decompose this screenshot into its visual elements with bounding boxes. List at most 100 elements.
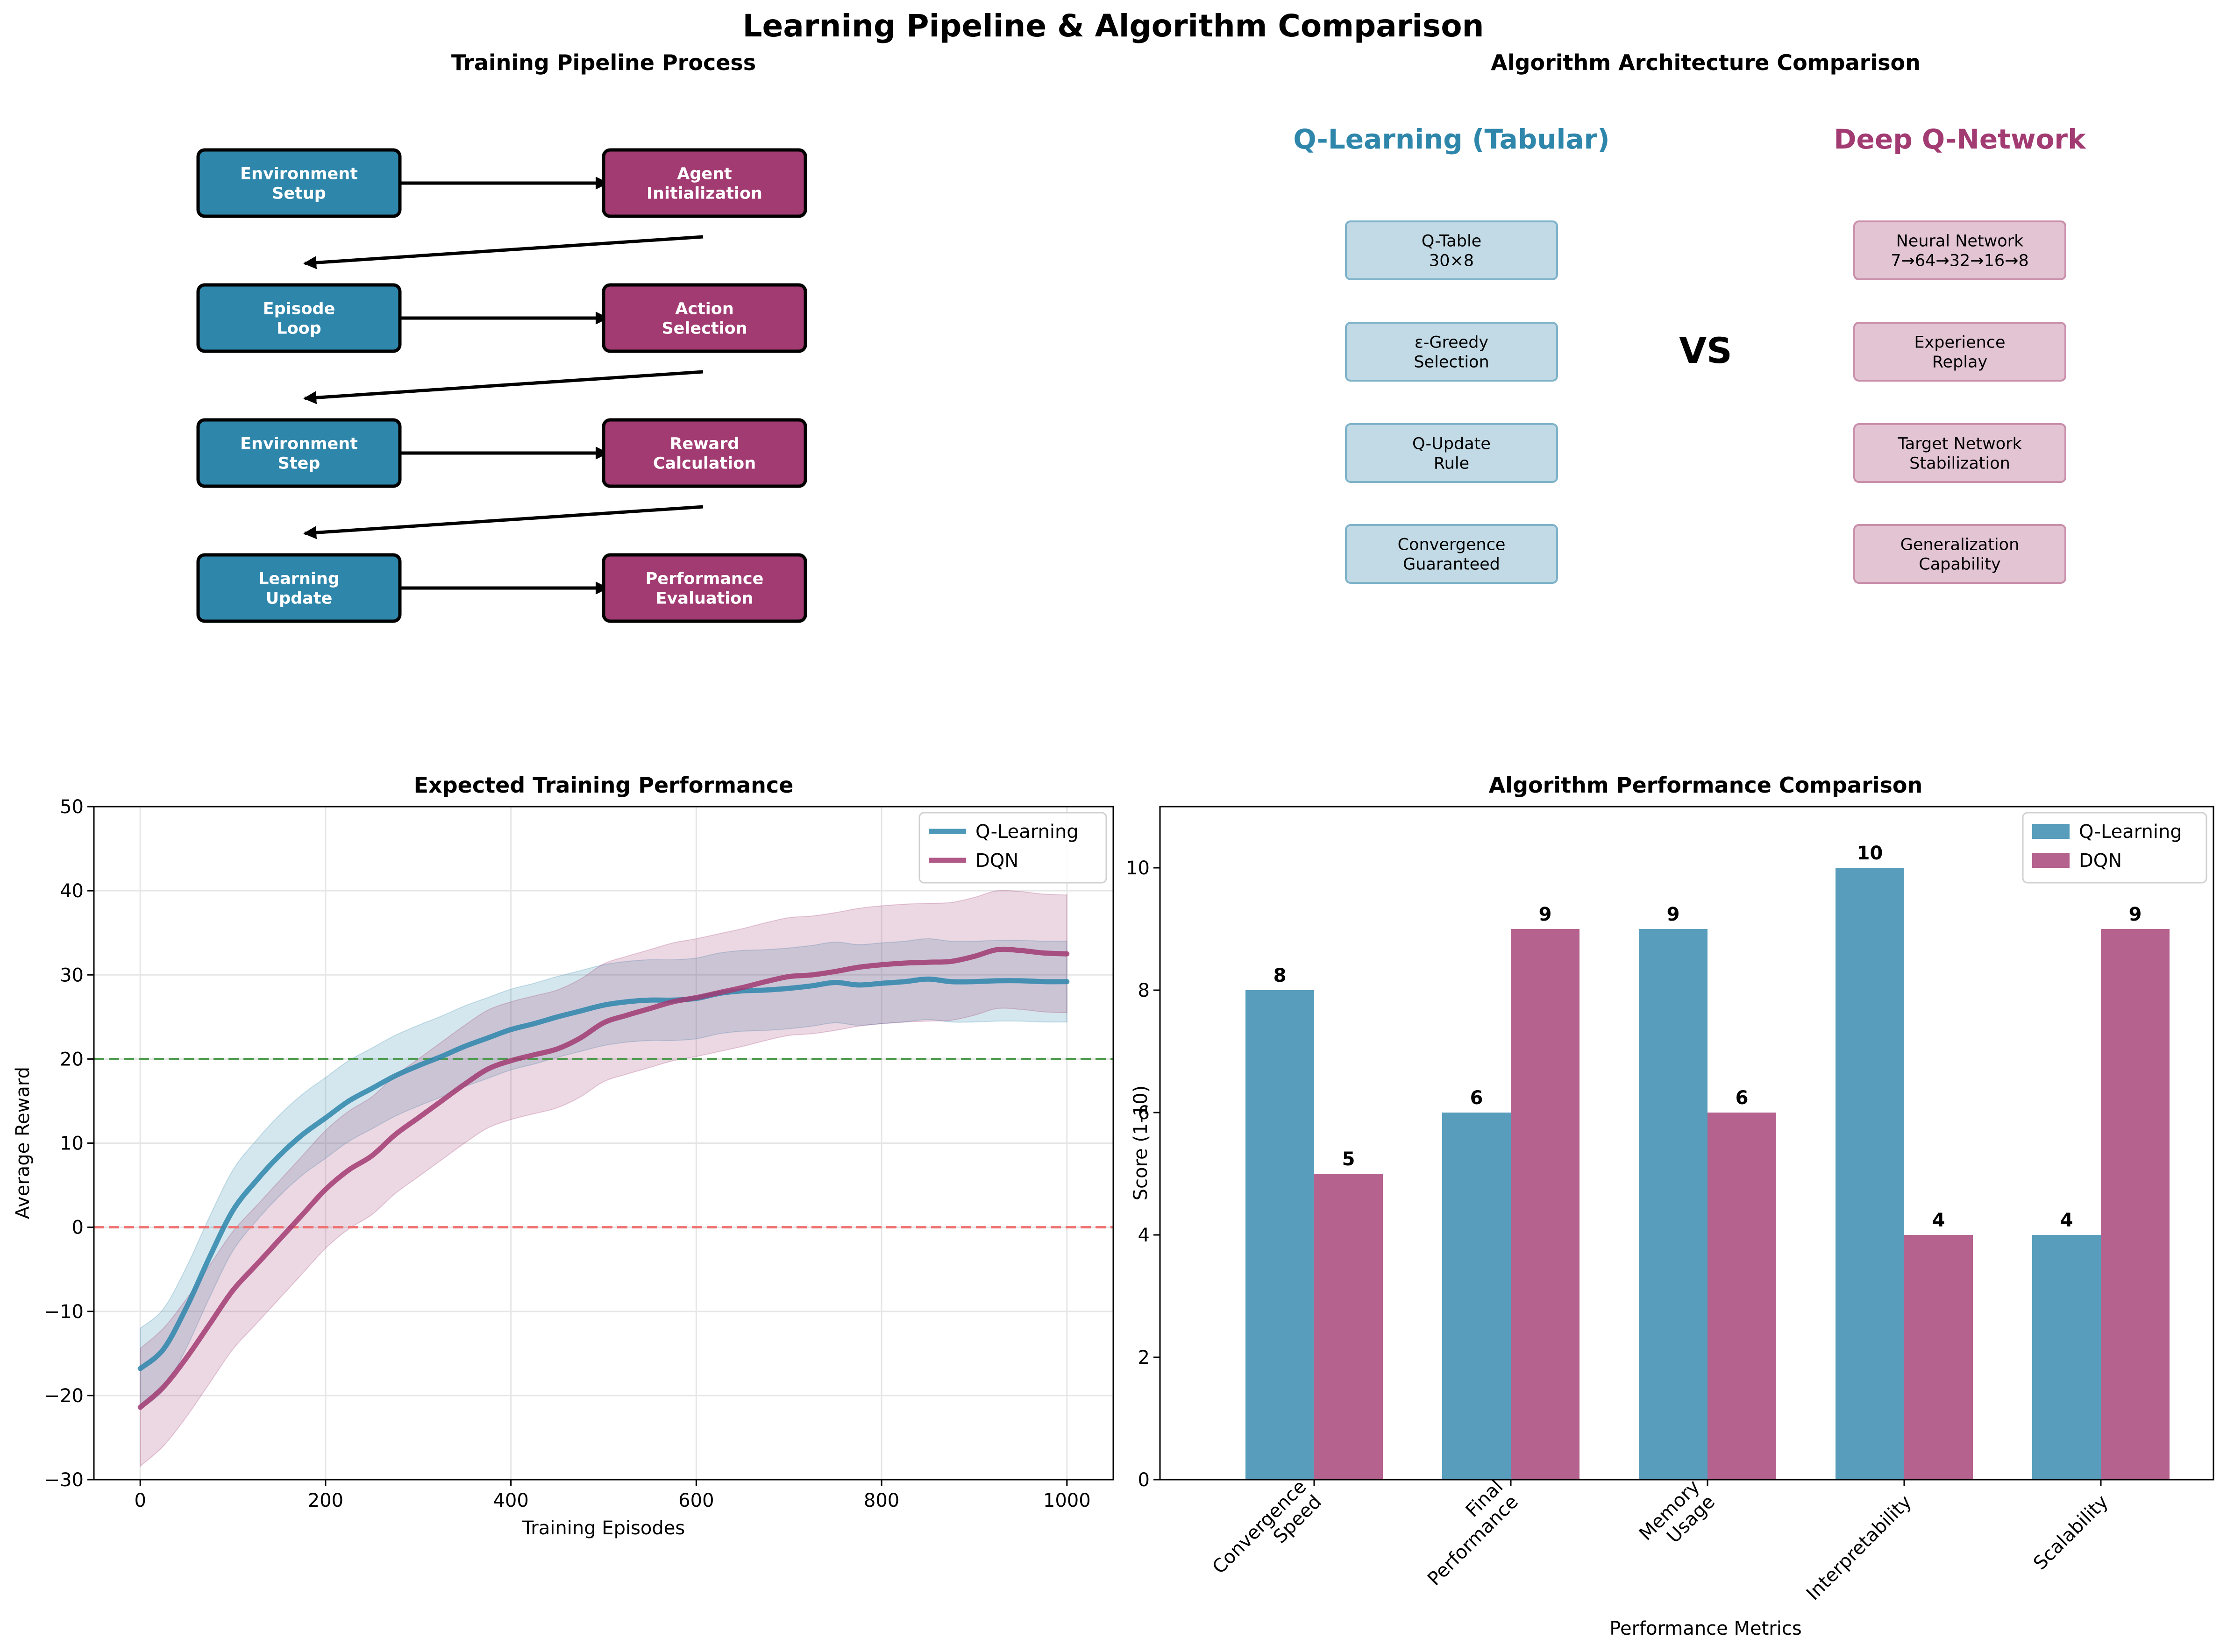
x-tick-label: 600 (678, 1490, 714, 1511)
bar-value-label: 4 (2060, 1210, 2073, 1231)
pipeline-step-agent-initialization: Agent Initialization (602, 148, 807, 218)
q-learning-header: Q-Learning (Tabular) (1293, 123, 1609, 155)
pipeline-boxes: Environment Setup Agent Initialization Episo… (196, 148, 807, 623)
component-box (1345, 423, 1558, 483)
bar-value-label: 8 (1274, 965, 1287, 986)
pipeline-step-box (196, 283, 402, 353)
algorithm-bar-chart: Algorithm Performance Comparison 8 5 6 9 9 6 1… (1126, 773, 2214, 1639)
component-box (1853, 220, 2066, 280)
legend-label-q-learning: Q-Learning (975, 821, 1079, 843)
dqn-components: Neural Network 7→64→32→16→8 Experience Repl… (1853, 220, 2066, 584)
line-chart-series (137, 946, 1070, 1410)
pipeline-step-label: Environment Setup (240, 164, 358, 203)
pipeline-step-box (602, 148, 807, 218)
bar-q-learning-interpretability (1836, 868, 1904, 1480)
y-tick-label: 0 (72, 1217, 84, 1239)
figure-title: Learning Pipeline & Algorithm Comparison (742, 8, 1484, 44)
bar-value-label: 6 (1736, 1087, 1749, 1109)
pipeline-return-arrow (303, 505, 704, 539)
pipeline-step-environment-step: Environment Step (196, 418, 402, 488)
y-tick-label: 40 (60, 880, 84, 902)
bar-q-learning-final-performance (1442, 1113, 1511, 1480)
component-box (1345, 220, 1558, 280)
component-box (1853, 423, 2066, 483)
pipeline-step-box (196, 553, 402, 623)
bar-dqn-memory-usage (1708, 1113, 1776, 1480)
pipeline-step-performance-evaluation: Performance Evaluation (602, 553, 807, 623)
bar-q-learning-memory-usage (1639, 929, 1708, 1480)
bar-q-learning-scalability (2032, 1235, 2101, 1480)
pipeline-step-label: Environment Step (240, 434, 358, 473)
component-label: Convergence Guaranteed (1398, 535, 1506, 574)
line-chart-legend: Q-Learning DQN (918, 812, 1107, 884)
pipeline-return-arrow (303, 370, 704, 404)
y-tick-label: 30 (60, 964, 84, 986)
pipeline-step-box (602, 418, 807, 488)
line-chart-ticks: 0 200 400 600 800 1000 −30 −20 −10 0 10 20 30 40 50 (44, 796, 1091, 1511)
y-tick-label: −20 (44, 1385, 84, 1407)
component-label: Q-Table 30×8 (1422, 232, 1481, 270)
dqn-header: Deep Q-Network (1834, 123, 2086, 155)
x-tick-label-final-performance: FinalPerformance (1409, 1476, 1523, 1590)
x-tick-label: 200 (308, 1490, 343, 1511)
dqn-component-generalization-capability: Generalization Capability (1853, 524, 2066, 584)
x-tick-label: 800 (864, 1490, 899, 1511)
pipeline-title: Training Pipeline Process (451, 50, 756, 75)
x-tick-label: 1000 (1043, 1490, 1091, 1511)
bar-value-label: 5 (1342, 1149, 1355, 1170)
y-tick-label: 4 (1138, 1225, 1150, 1246)
pipeline-panel: Training Pipeline Process Environment Set… (196, 50, 807, 623)
architecture-title: Algorithm Architecture Comparison (1491, 50, 1921, 75)
pipeline-step-label: Performance Evaluation (646, 569, 764, 608)
pipeline-step-episode-loop: Episode Loop (196, 283, 402, 353)
q-learning-components: Q-Table 30×8 ε-Greedy Selection Q-Update Rule… (1345, 220, 1558, 584)
bar-dqn-interpretability (1904, 1235, 1973, 1480)
bar-value-label: 10 (1857, 843, 1883, 864)
q-learning-component-q-update-rule: Q-Update Rule (1345, 423, 1558, 483)
legend-label-q-learning: Q-Learning (2079, 821, 2182, 843)
dqn-component-target-network-stabilization: Target Network Stabilization (1853, 423, 2066, 483)
pipeline-step-label: Action Selection (662, 299, 747, 338)
series-line-q-learning (137, 976, 1070, 1371)
legend-swatch (2032, 824, 2070, 839)
component-box (1345, 524, 1558, 584)
pipeline-step-box (196, 148, 402, 218)
bar-value-label: 9 (1667, 904, 1680, 925)
y-tick-label: 10 (1126, 858, 1150, 879)
component-label: Q-Update Rule (1412, 434, 1491, 473)
dqn-component-neural-network-7-64-32-16-8: Neural Network 7→64→32→16→8 (1853, 220, 2066, 280)
y-tick-label: 2 (1138, 1347, 1150, 1368)
y-tick-label: 10 (60, 1133, 84, 1155)
bar-dqn-convergence-speed (1314, 1174, 1383, 1480)
bar-chart-ylabel: Score (1-10) (1130, 1085, 1152, 1201)
x-tick-label: 400 (493, 1490, 528, 1511)
legend-label-dqn: DQN (975, 850, 1018, 872)
x-tick-label-scalability: Scalability (2029, 1491, 2113, 1574)
bar-value-label: 9 (2129, 904, 2142, 925)
component-box (1853, 322, 2066, 382)
architecture-panel: Algorithm Architecture Comparison Q-Lear… (1293, 50, 2086, 584)
y-tick-label: 50 (60, 796, 84, 818)
pipeline-step-label: Episode Loop (263, 299, 335, 338)
bar-chart-bars: 8 5 6 9 9 6 10 4 4 9 (1245, 843, 2170, 1480)
component-label: ε-Greedy Selection (1414, 333, 1489, 371)
bar-chart-title: Algorithm Performance Comparison (1489, 773, 1923, 798)
bar-chart-legend: Q-Learning DQN (2022, 812, 2207, 884)
line-chart-title: Expected Training Performance (414, 773, 794, 798)
training-performance-chart: Expected Training Performance 0 200 400 600… (12, 773, 1114, 1539)
pipeline-step-label: Learning Update (258, 569, 340, 608)
q-learning-component-greedy-selection: ε-Greedy Selection (1345, 322, 1558, 382)
component-label: Target Network Stabilization (1897, 434, 2022, 473)
x-tick-label-memory-usage: MemoryUsage (1635, 1476, 1719, 1560)
component-label: Experience Replay (1914, 333, 2005, 371)
y-tick-label: 20 (60, 1049, 84, 1070)
band-q-learning (140, 938, 1067, 1410)
line-chart-ylabel: Average Reward (12, 1067, 34, 1219)
y-tick-label: −10 (44, 1301, 84, 1323)
line-chart-reference-lines (94, 1057, 1113, 1229)
line-chart-xlabel: Training Episodes (522, 1517, 685, 1539)
x-tick-label-convergence-speed: ConvergenceSpeed (1208, 1476, 1326, 1594)
legend-swatch (2032, 853, 2070, 868)
pipeline-arrows (303, 177, 704, 595)
